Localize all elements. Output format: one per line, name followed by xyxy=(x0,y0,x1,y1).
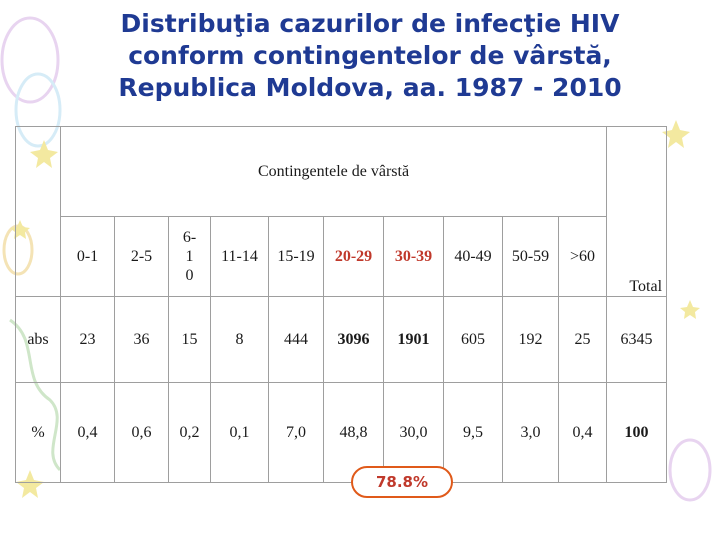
total-header: Total xyxy=(606,126,668,297)
page-title: Distribuţia cazurilor de infecţie HIV co… xyxy=(60,8,680,104)
data-cell: 605 xyxy=(443,296,503,383)
data-cell: 1901 xyxy=(383,296,444,383)
total-cell: 100 xyxy=(606,382,668,483)
table-row-percent: % 0,4 0,6 0,2 0,1 7,0 48,8 30,0 9,5 3,0 … xyxy=(15,382,668,483)
data-cell: 15 xyxy=(168,296,211,383)
table-header-group-row: Contingentele de vârstă Total xyxy=(15,126,668,297)
row-label-header-cell xyxy=(15,126,61,297)
total-cell: 6345 xyxy=(606,296,668,383)
combined-percentage-badge: 78.8% xyxy=(351,466,453,498)
data-cell: 444 xyxy=(268,296,324,383)
age-group-header: Contingentele de vârstă xyxy=(59,126,608,217)
row-label: % xyxy=(15,382,61,483)
table-row-abs: abs 23 36 15 8 444 3096 1901 605 192 25 … xyxy=(15,296,668,383)
age-group-header-cell: 50-59 xyxy=(502,216,559,297)
title-line-1: Distribuţia cazurilor de infecţie HIV xyxy=(120,9,620,38)
age-group-header-cell: 20-29 xyxy=(323,216,384,297)
row-label: abs xyxy=(15,296,61,383)
age-group-header-cell: >60 xyxy=(557,216,608,297)
age-group-header-cell: 2-5 xyxy=(114,216,169,297)
age-group-header-cell: 15-19 xyxy=(268,216,324,297)
age-group-header-cell: 11-14 xyxy=(210,216,269,297)
data-cell: 0,4 xyxy=(60,382,115,483)
data-cell: 23 xyxy=(60,296,115,383)
data-cell: 3096 xyxy=(323,296,384,383)
data-cell: 192 xyxy=(502,296,559,383)
data-cell: 9,5 xyxy=(443,382,503,483)
age-group-header-cell: 40-49 xyxy=(443,216,503,297)
data-cell: 0,6 xyxy=(114,382,169,483)
title-line-2: conform contingentelor de vârstă, xyxy=(128,41,612,70)
data-cell: 3,0 xyxy=(502,382,559,483)
data-cell: 36 xyxy=(114,296,169,383)
data-cell: 8 xyxy=(210,296,269,383)
data-cell: 25 xyxy=(557,296,608,383)
age-group-header-cell: 30-39 xyxy=(383,216,444,297)
data-cell: 0,2 xyxy=(168,382,211,483)
age-group-header-cell: 6- 1 0 xyxy=(168,216,211,297)
data-cell: 7,0 xyxy=(268,382,324,483)
data-cell: 0,4 xyxy=(557,382,608,483)
hiv-age-distribution-table: Contingentele de vârstă Total 0-1 2-5 6-… xyxy=(15,126,668,483)
age-group-header-cell: 0-1 xyxy=(60,216,115,297)
data-cell: 0,1 xyxy=(210,382,269,483)
title-line-3: Republica Moldova, aa. 1987 - 2010 xyxy=(118,73,622,102)
age-groups-row: 0-1 2-5 6- 1 0 11-14 15-19 20-29 30-39 4… xyxy=(16,216,667,297)
